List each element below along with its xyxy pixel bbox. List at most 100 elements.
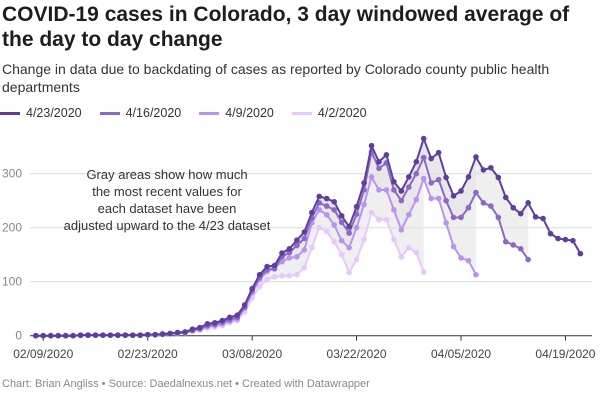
data-point xyxy=(85,332,91,338)
legend-label: 4/2/2020 xyxy=(317,106,367,120)
data-point xyxy=(174,329,181,336)
data-point xyxy=(391,187,397,193)
data-point xyxy=(331,222,338,228)
data-point xyxy=(346,223,352,230)
data-point xyxy=(443,220,449,226)
data-point xyxy=(368,142,375,149)
data-point xyxy=(100,332,106,338)
data-point xyxy=(465,174,472,180)
legend-swatch xyxy=(0,111,20,115)
data-point xyxy=(279,272,285,279)
annotation-line: adjusted upward to the 4/23 dataset xyxy=(63,218,271,233)
data-point xyxy=(301,264,308,271)
data-point xyxy=(473,189,479,196)
data-point xyxy=(406,244,412,251)
x-tick-label: 04/19/2020 xyxy=(535,347,595,361)
data-point xyxy=(294,254,300,260)
legend-item-4-23: 4/23/2020 xyxy=(0,106,82,120)
data-point xyxy=(361,236,367,243)
data-point xyxy=(301,235,308,242)
data-point xyxy=(510,242,517,248)
data-point xyxy=(525,256,531,263)
data-point xyxy=(502,194,509,201)
data-point xyxy=(473,271,479,278)
data-point xyxy=(264,276,270,283)
legend-swatch xyxy=(291,111,312,115)
data-point xyxy=(323,211,330,218)
data-point xyxy=(77,332,84,338)
data-point xyxy=(212,319,218,326)
data-point xyxy=(458,214,464,221)
chart-subtitle: Change in data due to backdating of case… xyxy=(2,61,550,95)
data-point xyxy=(301,229,308,235)
data-point xyxy=(450,214,457,221)
data-point xyxy=(435,176,442,183)
data-point xyxy=(376,165,382,172)
data-point xyxy=(62,332,69,339)
data-point xyxy=(577,250,584,257)
data-point xyxy=(249,285,255,292)
data-point xyxy=(226,314,233,321)
data-point xyxy=(540,215,546,222)
data-point xyxy=(294,242,300,249)
annotation-line: each dataset have been xyxy=(97,201,237,216)
data-point xyxy=(309,209,315,216)
legend-label: 4/23/2020 xyxy=(26,106,82,120)
data-point xyxy=(70,332,76,339)
data-point xyxy=(547,230,554,237)
legend-item-4-9: 4/9/2020 xyxy=(199,106,274,120)
data-point xyxy=(368,209,375,216)
data-point xyxy=(294,271,300,278)
data-point xyxy=(55,332,61,339)
data-point xyxy=(286,272,293,279)
x-tick-label: 04/05/2020 xyxy=(431,347,491,361)
legend-swatch xyxy=(199,111,220,115)
data-point xyxy=(286,255,293,261)
data-point xyxy=(406,211,412,218)
data-point xyxy=(361,201,367,208)
data-point xyxy=(420,175,427,182)
data-point xyxy=(420,135,427,142)
data-point xyxy=(40,332,47,339)
legend-item-4-2: 4/2/2020 xyxy=(291,106,367,120)
data-point xyxy=(383,187,390,193)
data-point xyxy=(256,271,263,278)
data-point xyxy=(241,302,248,308)
data-point xyxy=(502,238,509,245)
x-tick-label: 03/22/2020 xyxy=(327,347,387,361)
data-point xyxy=(391,179,397,185)
data-point xyxy=(398,188,405,194)
difference-area xyxy=(35,138,424,336)
data-point xyxy=(517,245,524,252)
data-point xyxy=(450,193,457,199)
data-point xyxy=(480,167,487,173)
data-point xyxy=(413,196,420,203)
data-point xyxy=(271,274,278,280)
data-point xyxy=(323,195,330,202)
data-point xyxy=(570,237,576,244)
y-tick-label: 200 xyxy=(2,221,22,235)
data-point xyxy=(435,195,442,202)
data-point xyxy=(406,174,412,180)
data-point xyxy=(353,224,360,231)
data-point xyxy=(316,193,323,200)
data-point xyxy=(398,227,405,233)
data-point xyxy=(383,216,390,223)
data-point xyxy=(398,254,405,260)
data-point xyxy=(428,180,434,186)
data-point xyxy=(92,332,99,338)
data-point xyxy=(47,332,54,339)
legend-swatch xyxy=(99,111,120,115)
data-point xyxy=(33,332,39,339)
data-point xyxy=(353,203,360,210)
data-point xyxy=(413,159,420,165)
data-point xyxy=(428,155,434,162)
data-point xyxy=(137,332,144,338)
data-point xyxy=(510,204,517,211)
annotation-line: the most recent values for xyxy=(92,184,242,199)
data-point xyxy=(219,317,226,324)
data-point xyxy=(197,324,203,331)
data-point xyxy=(316,207,323,213)
